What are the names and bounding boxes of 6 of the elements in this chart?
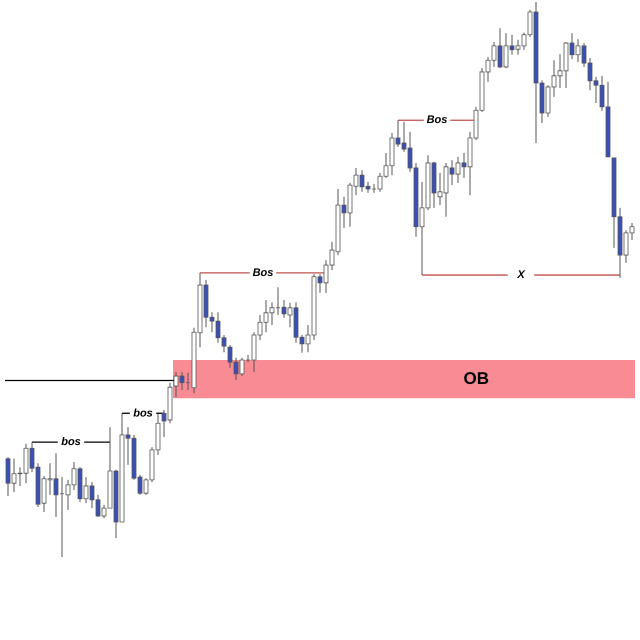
band-label: OB xyxy=(464,369,490,388)
ref-line-label: bos xyxy=(61,436,81,448)
ref-line-label: bos xyxy=(133,407,153,420)
ref-line-label: Bos xyxy=(252,266,274,279)
ref-line-label: X xyxy=(516,269,526,282)
ref-line-label: Bos xyxy=(426,114,448,126)
